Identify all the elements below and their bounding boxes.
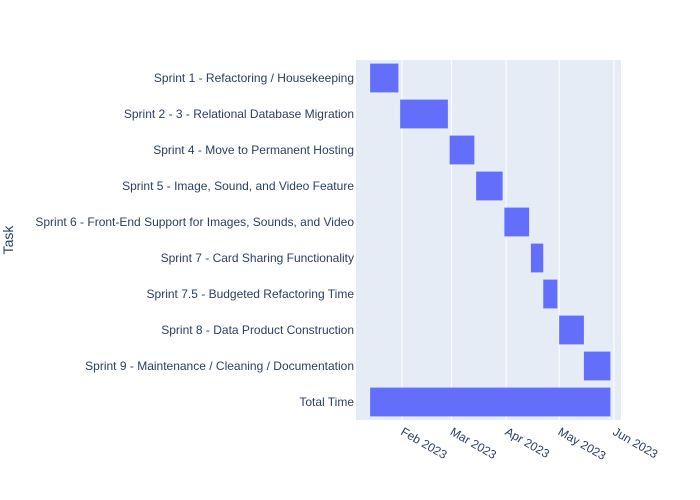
y-tick-label: Sprint 1 - Refactoring / Housekeeping [154, 71, 354, 85]
y-tick-labels: Sprint 1 - Refactoring / Housekeeping Spr… [35, 71, 354, 409]
task-bar[interactable] [583, 351, 611, 381]
y-tick-label: Sprint 7.5 - Budgeted Refactoring Time [147, 287, 355, 301]
task-bar[interactable] [370, 63, 399, 93]
y-tick-label: Sprint 7 - Card Sharing Functionality [161, 251, 354, 265]
task-bar[interactable] [543, 279, 558, 309]
task-bar[interactable] [559, 315, 584, 345]
x-tick-label: Feb 2023 [398, 424, 449, 462]
task-bar[interactable] [370, 387, 611, 417]
task-bar[interactable] [504, 207, 530, 237]
x-tick-label: Mar 2023 [448, 424, 499, 462]
task-bar[interactable] [476, 171, 503, 201]
y-tick-label: Sprint 9 - Maintenance / Cleaning / Docu… [85, 359, 354, 373]
x-tick-label: Jun 2023 [610, 424, 660, 461]
y-tick-label: Sprint 5 - Image, Sound, and Video Featu… [122, 179, 354, 193]
y-tick-label: Sprint 6 - Front-End Support for Images,… [35, 215, 354, 229]
x-tick-label: May 2023 [556, 424, 609, 463]
task-bar[interactable] [530, 243, 544, 273]
y-tick-label: Sprint 4 - Move to Permanent Hosting [153, 143, 354, 157]
y-tick-label: Sprint 2 - 3 - Relational Database Migra… [124, 107, 354, 121]
y-tick-label: Total Time [299, 395, 354, 409]
bars-layer [370, 63, 611, 417]
y-axis-title: Task [0, 225, 16, 255]
plot-background [356, 60, 621, 420]
y-tick-label: Sprint 8 - Data Product Construction [161, 323, 354, 337]
x-tick-label: Apr 2023 [503, 424, 552, 461]
task-bar[interactable] [449, 135, 475, 165]
x-gridlines [401, 60, 615, 420]
task-bar[interactable] [400, 99, 448, 129]
